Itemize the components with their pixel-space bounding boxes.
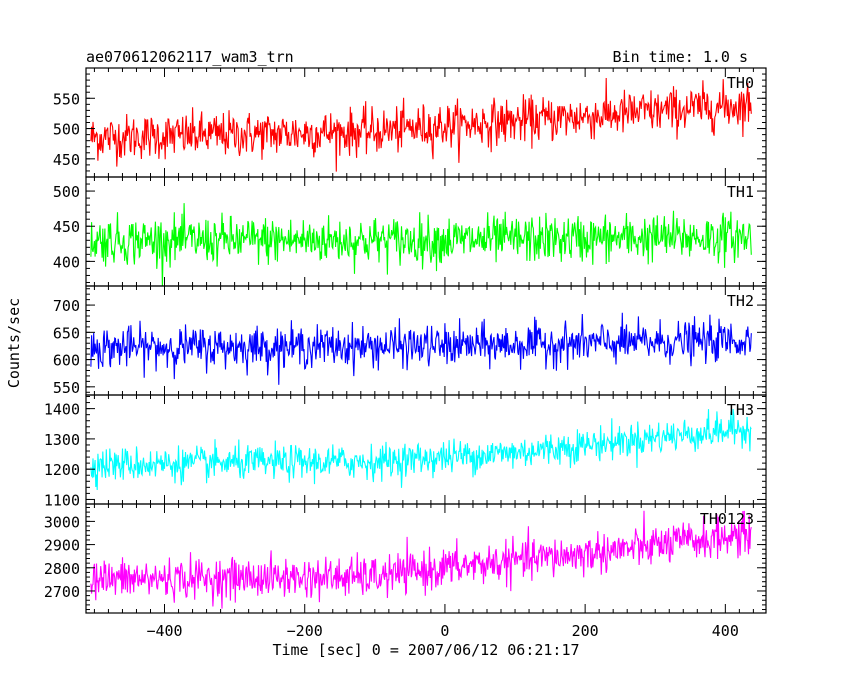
y-axis-label: Counts/sec [5, 298, 23, 388]
y-tick-label: 450 [53, 151, 80, 169]
x-tick-label: −200 [287, 622, 323, 640]
panel-label-th0123: TH0123 [700, 510, 754, 528]
y-tick-label: 1300 [44, 431, 80, 449]
y-tick-label: 1200 [44, 461, 80, 479]
y-tick-label: 550 [53, 90, 80, 108]
panel-frame [85, 176, 767, 287]
panels-layer: 450 500 550 TH0 400 450 500 TH1 550 600 650 700 TH2 1… [44, 67, 767, 640]
panel-label-th2: TH2 [727, 292, 754, 310]
panel-th0: 450 500 550 TH0 [53, 67, 767, 178]
x-tick-label: −400 [146, 622, 182, 640]
y-tick-label: 2900 [44, 537, 80, 555]
series-line-th1 [90, 203, 752, 286]
y-tick-label: 1400 [44, 401, 80, 419]
y-tick-label: 700 [53, 297, 80, 315]
y-tick-label: 500 [53, 121, 80, 139]
y-tick-label: 2700 [44, 583, 80, 601]
panel-th1: 400 450 500 TH1 [53, 176, 767, 287]
bin-time-label: Bin time: 1.0 s [613, 48, 748, 66]
chart-title: ae070612062117_wam3_trn [86, 48, 294, 66]
x-tick-label: 0 [440, 622, 449, 640]
x-tick-label: 200 [572, 622, 599, 640]
y-tick-label: 600 [53, 352, 80, 370]
series-line-th3 [90, 409, 752, 491]
y-tick-label: 400 [53, 253, 80, 271]
x-tick-label: 400 [712, 622, 739, 640]
panel-label-th1: TH1 [727, 183, 754, 201]
panel-th0123: 2700 2800 2900 3000 TH0123 [44, 503, 767, 614]
y-tick-label: 3000 [44, 513, 80, 531]
panel-frame [85, 394, 767, 505]
x-axis-label: Time [sec] 0 = 2007/06/12 06:21:17 [272, 641, 579, 659]
y-tick-label: 2800 [44, 560, 80, 578]
series-line-th0123 [90, 510, 752, 609]
panel-label-th0: TH0 [727, 74, 754, 92]
panel-label-th3: TH3 [727, 401, 754, 419]
series-line-th2 [90, 312, 752, 385]
y-tick-label: 1100 [44, 491, 80, 509]
panel-th3: 1100 1200 1300 1400 TH3 [44, 394, 767, 509]
panel-th2: 550 600 650 700 TH2 [53, 285, 767, 397]
panel-frame [85, 503, 767, 614]
y-tick-label: 550 [53, 379, 80, 397]
series-line-th0 [90, 77, 752, 172]
y-tick-label: 450 [53, 218, 80, 236]
y-tick-label: 650 [53, 324, 80, 342]
y-tick-label: 500 [53, 183, 80, 201]
panel-frame [85, 67, 767, 178]
